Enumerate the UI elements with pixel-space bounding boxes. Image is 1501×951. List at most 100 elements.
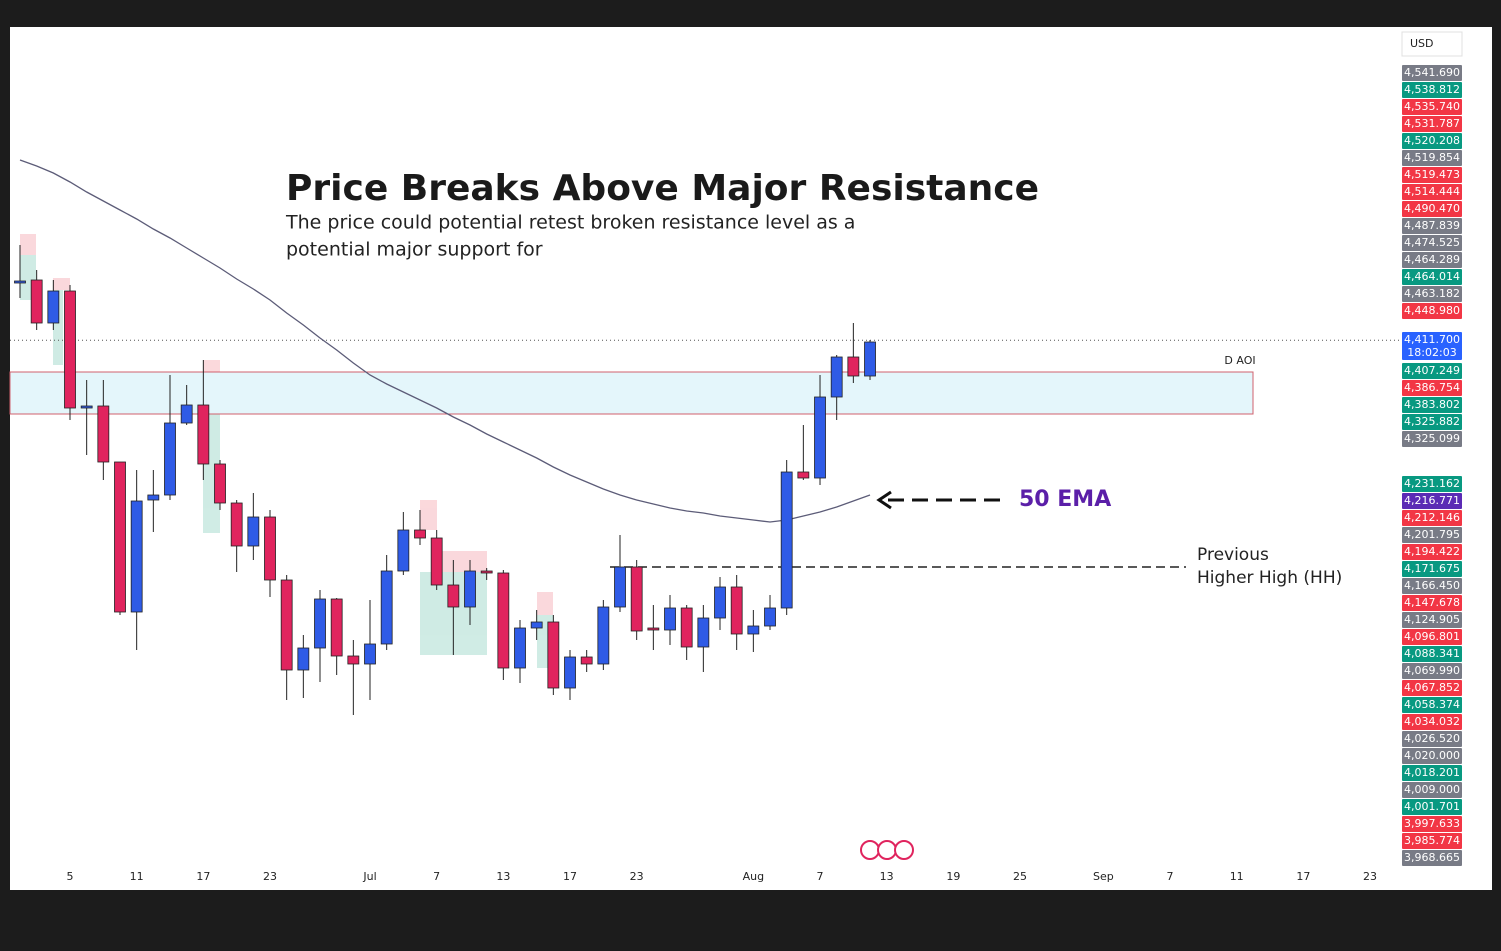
price-tag-label: 3,985.774 xyxy=(1404,834,1460,847)
subtitle: potential major support for xyxy=(286,239,543,261)
candle-body xyxy=(564,656,576,689)
price-tag xyxy=(1402,65,1462,81)
arrow-head xyxy=(876,490,892,510)
candle-body xyxy=(164,422,176,496)
price-tag xyxy=(1402,184,1462,200)
candle-body xyxy=(647,627,660,631)
candle-body xyxy=(547,621,560,689)
price-tag-label: 4,212.146 xyxy=(1404,511,1460,524)
price-tag xyxy=(1402,629,1462,645)
candle-body xyxy=(730,586,743,635)
x-tick-label: 23 xyxy=(630,870,644,883)
candle-body xyxy=(97,405,110,463)
price-tag xyxy=(1402,612,1462,628)
risk-box xyxy=(420,500,437,530)
x-tick-label: Jul xyxy=(362,870,376,883)
price-tag-label: 4,383.802 xyxy=(1404,398,1460,411)
price-tag xyxy=(1402,150,1462,166)
currency-box xyxy=(1401,31,1463,57)
price-tag xyxy=(1402,431,1462,447)
x-tick-label: 17 xyxy=(563,870,577,883)
candle-body xyxy=(797,471,810,479)
price-tag xyxy=(1402,595,1462,611)
candle-body xyxy=(480,570,493,574)
x-tick-label: 11 xyxy=(130,870,144,883)
price-tag xyxy=(1402,235,1462,251)
price-tag xyxy=(1402,731,1462,747)
price-tag-label: 4,216.771 xyxy=(1404,494,1460,507)
hh-label: Higher High (HH) xyxy=(1197,568,1342,588)
candle-body xyxy=(514,627,526,669)
price-tag xyxy=(1402,680,1462,696)
price-tag-label: 4,034.032 xyxy=(1404,715,1460,728)
price-tag xyxy=(1402,133,1462,149)
price-tag xyxy=(1402,332,1462,360)
candle-body xyxy=(397,529,410,572)
candle-body xyxy=(714,586,726,619)
zone xyxy=(9,371,1254,415)
x-tick-label: 13 xyxy=(496,870,510,883)
price-tag-label: 4,514.444 xyxy=(1404,185,1460,198)
price-tag xyxy=(1402,414,1462,430)
currency: USD xyxy=(1410,37,1434,50)
price-tag-label: 4,535.740 xyxy=(1404,100,1460,113)
price-tag xyxy=(1402,799,1462,815)
price-tag-label: 4,448.980 xyxy=(1404,304,1460,317)
candle-body xyxy=(30,279,43,324)
x-tick-label: Aug xyxy=(743,870,764,883)
candle-body xyxy=(680,607,693,648)
risk-box xyxy=(53,278,70,290)
price-tag-label: 4,166.450 xyxy=(1404,579,1460,592)
price-tag xyxy=(1402,167,1462,183)
candle-body xyxy=(80,405,93,409)
price-tag xyxy=(1402,380,1462,396)
reward-box xyxy=(53,290,63,365)
price-tag-label: 4,147.678 xyxy=(1404,596,1460,609)
price-tag-label: 4,096.801 xyxy=(1404,630,1460,643)
price-tag-label: 4,411.700 xyxy=(1404,333,1460,346)
price-tag-label: 4,124.905 xyxy=(1404,613,1460,626)
price-tag-label: 4,194.422 xyxy=(1404,545,1460,558)
candle-body xyxy=(430,537,443,586)
price-tag xyxy=(1402,578,1462,594)
price-tag-label: 4,325.099 xyxy=(1404,432,1460,445)
candle-body xyxy=(814,396,826,479)
candle-body xyxy=(530,621,543,629)
price-tag xyxy=(1402,714,1462,730)
flag-icon xyxy=(860,840,880,860)
price-tag xyxy=(1402,833,1462,849)
candle-body xyxy=(197,404,210,465)
price-tag xyxy=(1402,493,1462,509)
ema-line xyxy=(19,159,871,523)
candle-body xyxy=(264,516,276,581)
candle-body xyxy=(780,471,793,609)
candle-body xyxy=(364,643,376,665)
chart-area xyxy=(10,27,1492,890)
price-tag xyxy=(1402,363,1462,379)
candle-body xyxy=(14,280,26,284)
hh-label: Previous xyxy=(1197,545,1269,565)
price-tag xyxy=(1402,646,1462,662)
risk-box xyxy=(537,592,553,615)
price-tag xyxy=(1402,201,1462,217)
candle-body xyxy=(764,607,776,627)
price-tag-label: 4,018.201 xyxy=(1404,766,1460,779)
x-tick-label: 7 xyxy=(817,870,824,883)
price-tag-label: 4,490.470 xyxy=(1404,202,1460,215)
price-tag-label: 4,058.374 xyxy=(1404,698,1460,711)
candle-body xyxy=(614,566,626,608)
candle-body xyxy=(380,570,393,645)
candle-body xyxy=(447,584,460,608)
x-tick-label: 25 xyxy=(1013,870,1027,883)
price-tag-label: 4,474.525 xyxy=(1404,236,1460,249)
price-tag xyxy=(1402,99,1462,115)
chart-title: Price Breaks Above Major Resistance xyxy=(286,168,1039,209)
candle-body xyxy=(247,516,260,547)
countdown: 18:02:03 xyxy=(1407,346,1456,359)
price-tag-label: 4,020.000 xyxy=(1404,749,1460,762)
candle-body xyxy=(130,500,143,613)
candle-body xyxy=(580,656,593,665)
price-tag-label: 4,464.014 xyxy=(1404,270,1460,283)
